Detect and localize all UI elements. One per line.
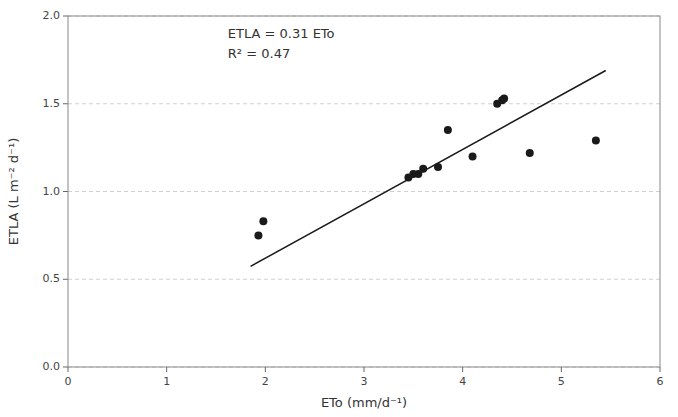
x-tick-label: 1 — [163, 375, 170, 388]
regression-line — [251, 70, 606, 266]
plot-frame — [68, 16, 660, 367]
grid — [68, 16, 660, 367]
scatter-point — [444, 126, 452, 134]
scatter-point — [469, 152, 477, 160]
annotation: ETLA = 0.31 ETo — [228, 26, 335, 41]
scatter-point — [526, 149, 534, 157]
y-tick-label: 1.5 — [43, 97, 61, 110]
x-axis: 0 1 2 3 4 5 6 — [65, 367, 664, 388]
scatter-point — [254, 231, 262, 239]
x-tick — [265, 367, 266, 372]
y-tick — [63, 367, 68, 368]
scatter-point — [500, 94, 508, 102]
x-tick-label: 3 — [361, 375, 368, 388]
scatter-point — [259, 217, 267, 225]
grid-line — [68, 191, 660, 192]
x-tick-label: 4 — [459, 375, 466, 388]
y-tick — [63, 16, 68, 17]
x-axis-label: ETo (mm/d⁻¹) — [321, 395, 407, 410]
x-tick — [462, 367, 463, 372]
chart-container: 0.0 0.5 1.0 1.5 2.0 0 1 2 3 4 5 6 ETo (mm/d⁻¹) ETLA (… — [0, 0, 678, 417]
x-tick — [166, 367, 167, 372]
chart-svg: 0.0 0.5 1.0 1.5 2.0 0 1 2 3 4 5 6 ETo (mm/d⁻¹) ETLA (… — [0, 0, 678, 417]
y-tick-label: 1.0 — [43, 185, 61, 198]
x-tick-label: 6 — [657, 375, 664, 388]
annotation: R² = 0.47 — [228, 46, 290, 61]
plot-background — [68, 16, 660, 367]
data-marks — [251, 70, 606, 266]
page: {"chart_data": {"type": "scatter", "x_la… — [0, 0, 678, 417]
y-tick — [63, 191, 68, 192]
scatter-point — [592, 137, 600, 145]
y-tick-label: 2.0 — [43, 9, 61, 22]
x-tick-label: 2 — [262, 375, 269, 388]
y-tick — [63, 103, 68, 104]
annotations: ETLA = 0.31 ETo R² = 0.47 — [228, 26, 335, 61]
y-axis: 0.0 0.5 1.0 1.5 2.0 — [43, 9, 69, 373]
y-tick — [63, 279, 68, 280]
x-tick — [561, 367, 562, 372]
x-tick — [68, 367, 69, 372]
x-tick — [364, 367, 365, 372]
y-axis-label: ETLA (L m⁻² d⁻¹) — [6, 138, 21, 245]
grid-line — [68, 103, 660, 104]
y-tick-label: 0.0 — [43, 360, 61, 373]
x-tick — [660, 367, 661, 372]
grid-line — [68, 279, 660, 280]
x-tick-label: 5 — [558, 375, 565, 388]
x-tick-label: 0 — [65, 375, 72, 388]
y-tick-label: 0.5 — [43, 272, 61, 285]
